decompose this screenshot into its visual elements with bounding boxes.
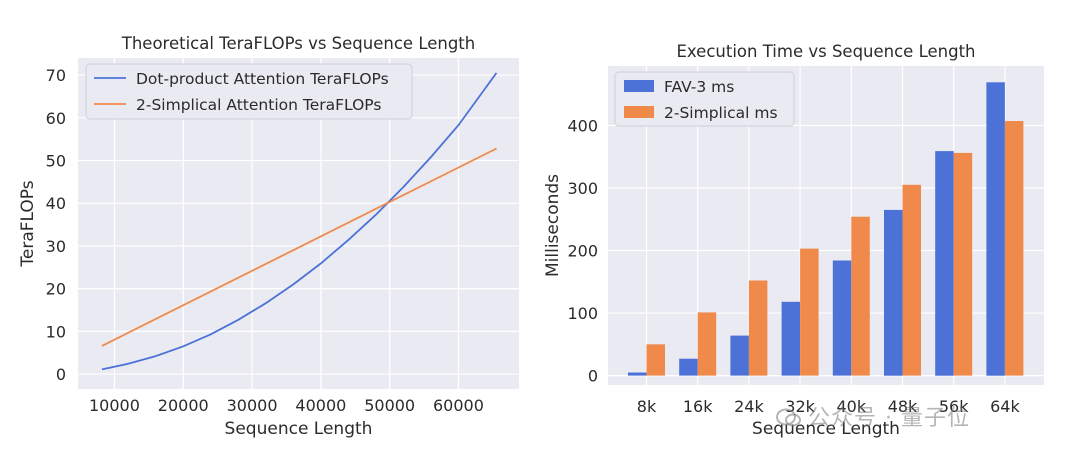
bar-fav3-56k xyxy=(935,151,954,376)
y-tick-label: 40 xyxy=(46,194,66,213)
bar-simplical-8k xyxy=(646,344,665,376)
y-tick-label: 20 xyxy=(46,280,66,299)
bar-simplical-16k xyxy=(697,312,717,376)
y-tick-label: 30 xyxy=(46,237,66,256)
bar-fav3-40k xyxy=(832,260,852,376)
y-tick-label: 100 xyxy=(567,304,598,323)
bar-fav3-24k xyxy=(730,335,749,376)
y-tick-label: 10 xyxy=(46,322,66,341)
line-chart: 10000 20000 30000 40000 50000 60000 0 10 20 30 40 5… xyxy=(18,34,519,439)
legend-label: Dot-product Attention TeraFLOPs xyxy=(136,70,389,88)
watermark-text: 公众号 · 量子位 xyxy=(808,406,970,431)
legend-label: FAV-3 ms xyxy=(664,78,734,96)
y-tick-label: 300 xyxy=(567,179,598,198)
y-tick-label: 70 xyxy=(46,66,66,85)
legend-box xyxy=(614,71,795,127)
series-line-1 xyxy=(101,72,498,371)
bar-simplical-56k xyxy=(953,152,973,376)
legend-swatch xyxy=(624,80,654,92)
wechat-icon xyxy=(776,408,801,427)
y-axis-label: TeraFLOPs xyxy=(18,180,38,267)
chart-title: Execution Time vs Sequence Length xyxy=(677,42,976,61)
x-tick-label: 8k xyxy=(637,397,657,416)
y-tick-label: 50 xyxy=(46,152,66,171)
x-tick-label: 56k xyxy=(939,397,969,416)
x-tick-label: 10000 xyxy=(89,396,140,415)
y-tick-label: 60 xyxy=(46,109,66,128)
x-tick-label: 20000 xyxy=(158,396,209,415)
legend-box xyxy=(85,63,413,120)
x-tick-label: 24k xyxy=(734,397,764,416)
legend: Dot-product Attention TeraFLOPs 2-Simplic… xyxy=(85,63,413,120)
legend-label: 2-Simplical ms xyxy=(664,104,778,122)
bar-fav3-8k xyxy=(628,372,647,376)
y-tick-label: 200 xyxy=(567,242,598,261)
chart-title: Theoretical TeraFLOPs vs Sequence Length xyxy=(121,34,475,53)
bar-simplical-32k xyxy=(800,248,819,376)
x-tick-label: 40000 xyxy=(295,396,346,415)
x-tick-label: 50000 xyxy=(364,396,415,415)
y-tick-label: 0 xyxy=(588,367,598,386)
x-tick-label: 64k xyxy=(990,397,1020,416)
x-tick-label: 60000 xyxy=(433,396,484,415)
x-tick-label: 40k xyxy=(836,397,866,416)
bar-simplical-24k xyxy=(748,280,768,376)
x-tick-label: 48k xyxy=(888,397,918,416)
x-tick-label: 16k xyxy=(683,397,713,416)
bar-simplical-48k xyxy=(902,184,921,376)
legend-label: 2-Simplical Attention TeraFLOPs xyxy=(136,96,381,114)
y-axis-label: Milliseconds xyxy=(543,174,563,277)
bar-simplical-64k xyxy=(1004,121,1024,376)
bar-fav3-16k xyxy=(679,358,698,376)
watermark: 公众号 · 量子位 xyxy=(776,400,970,432)
y-tick-label: 0 xyxy=(56,365,66,384)
bar-fav3-64k xyxy=(986,82,1005,376)
bar-simplical-40k xyxy=(851,216,870,376)
legend-swatch xyxy=(624,106,654,118)
x-tick-label: 30000 xyxy=(227,396,278,415)
bar-fav3-48k xyxy=(884,209,903,376)
x-axis-label: Sequence Length xyxy=(225,419,373,439)
legend: FAV-3 ms 2-Simplical ms xyxy=(614,71,795,127)
series-line-2 xyxy=(101,147,497,347)
bar-fav3-32k xyxy=(781,301,801,376)
y-tick-label: 400 xyxy=(567,116,598,135)
